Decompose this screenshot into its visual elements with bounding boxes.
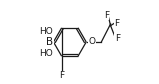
- Text: F: F: [104, 11, 109, 20]
- Text: F: F: [59, 71, 64, 80]
- Text: B: B: [46, 37, 53, 47]
- Text: O: O: [89, 37, 96, 47]
- Text: F: F: [114, 19, 119, 28]
- Text: HO: HO: [40, 49, 53, 58]
- Text: HO: HO: [40, 27, 53, 36]
- Text: F: F: [115, 34, 120, 43]
